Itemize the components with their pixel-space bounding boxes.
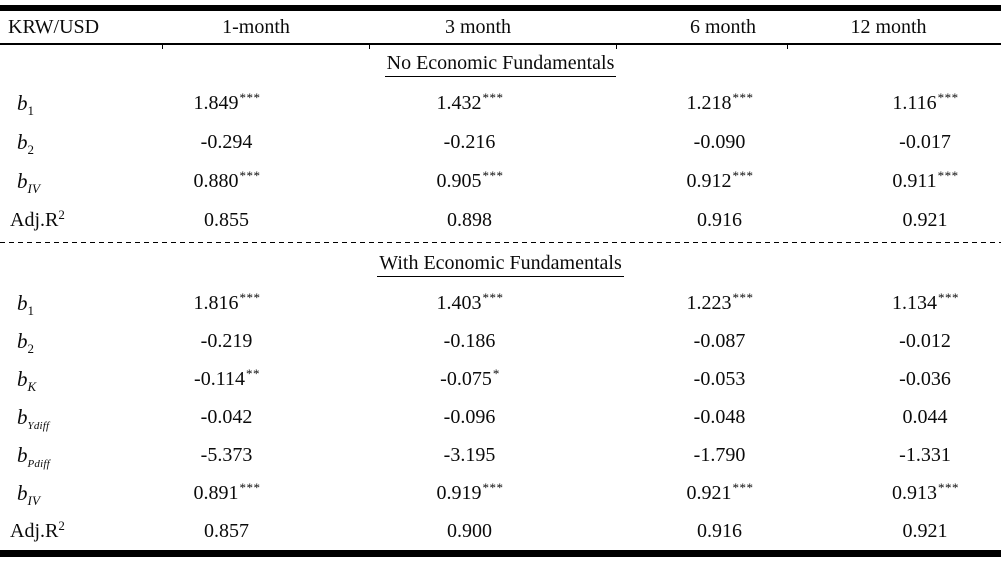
section-no-fundamentals: b1 1.849*** 1.432*** 1.218*** 1.116*** b… xyxy=(0,84,1001,240)
value-cell: 0.891*** xyxy=(193,479,261,504)
value-cell: 0.921 xyxy=(902,519,948,542)
row-label-b2: b2 xyxy=(17,130,35,157)
value-cell: -0.017 xyxy=(899,131,951,153)
value-cell: 1.116*** xyxy=(892,90,959,114)
value-cell: 1.816*** xyxy=(193,289,261,314)
column-divider-tick xyxy=(369,45,370,49)
value-cell: 1.849*** xyxy=(193,90,261,114)
table-row: b1 1.816*** 1.403*** 1.223*** 1.134*** xyxy=(0,284,1001,322)
column-header-3month: 3 month xyxy=(444,15,512,38)
column-header-12month: 12 month xyxy=(850,15,927,38)
table-row: bK -0.114** -0.075* -0.053 -0.036 xyxy=(0,360,1001,398)
table-row: bPdiff -5.373 -3.195 -1.790 -1.331 xyxy=(0,436,1001,474)
value-cell: -0.012 xyxy=(899,329,951,352)
value-cell: 0.921*** xyxy=(686,479,754,504)
section-title: With Economic Fundamentals xyxy=(377,252,624,277)
value-cell: 0.857 xyxy=(204,519,249,542)
table-row: Adj.R2 0.857 0.900 0.916 0.921 xyxy=(0,512,1001,550)
value-cell: -0.087 xyxy=(693,329,746,352)
column-header-6month: 6 month xyxy=(689,15,757,38)
value-cell: -0.075* xyxy=(440,365,500,390)
value-cell: 0.919*** xyxy=(436,479,504,504)
value-cell: -0.186 xyxy=(443,329,496,352)
table-header-row: KRW/USD 1-month 3 month 6 month 12 month xyxy=(0,11,1001,45)
value-cell: 1.223*** xyxy=(686,289,754,314)
section-heading-no-fundamentals: No Economic Fundamentals xyxy=(0,45,1001,84)
table-bottom-rule xyxy=(0,550,1001,557)
value-cell: -3.195 xyxy=(443,443,496,466)
value-cell: 0.044 xyxy=(902,405,948,428)
value-cell: -0.216 xyxy=(443,131,496,153)
row-label-bPdiff: bPdiff xyxy=(17,442,50,470)
value-cell: -0.036 xyxy=(899,367,951,390)
value-cell: -0.114** xyxy=(194,365,260,390)
corner-label: KRW/USD xyxy=(8,15,100,38)
column-divider-tick xyxy=(162,45,163,49)
row-label-bYdiff: bYdiff xyxy=(17,404,50,432)
value-cell: -0.096 xyxy=(443,405,496,428)
value-cell: 0.921 xyxy=(902,209,948,231)
value-cell: 0.900 xyxy=(447,519,492,542)
value-cell: -0.042 xyxy=(200,405,253,428)
row-label-adj-r2: Adj.R2 xyxy=(10,207,65,231)
table-row: bYdiff -0.042 -0.096 -0.048 0.044 xyxy=(0,398,1001,436)
value-cell: 0.916 xyxy=(697,519,742,542)
value-cell: -0.294 xyxy=(200,131,253,153)
value-cell: 0.916 xyxy=(697,209,742,231)
table-row: bIV 0.891*** 0.919*** 0.921*** 0.913*** xyxy=(0,474,1001,512)
column-header-1month: 1-month xyxy=(222,15,290,38)
value-cell: 0.911*** xyxy=(892,168,959,192)
row-label-bIV: bIV xyxy=(17,480,41,508)
value-cell: -1.331 xyxy=(899,443,951,466)
column-divider-tick xyxy=(616,45,617,49)
value-cell: 1.403*** xyxy=(436,289,504,314)
value-cell: 0.855 xyxy=(204,209,249,231)
value-cell: 0.898 xyxy=(447,209,492,231)
value-cell: -0.219 xyxy=(200,329,253,352)
table-row: b2 -0.219 -0.186 -0.087 -0.012 xyxy=(0,322,1001,360)
value-cell: 0.912*** xyxy=(686,168,754,192)
value-cell: 0.880*** xyxy=(193,168,261,192)
row-label-bK: bK xyxy=(17,366,37,394)
row-label-adj-r2: Adj.R2 xyxy=(10,517,65,542)
table-row: b1 1.849*** 1.432*** 1.218*** 1.116*** xyxy=(0,84,1001,123)
value-cell: 1.432*** xyxy=(436,90,504,114)
table-row: b2 -0.294 -0.216 -0.090 -0.017 xyxy=(0,123,1001,162)
value-cell: 0.913*** xyxy=(892,479,959,504)
value-cell: -5.373 xyxy=(200,443,253,466)
row-label-bIV: bIV xyxy=(17,169,41,196)
section-divider-dashed xyxy=(0,242,1001,243)
value-cell: 1.218*** xyxy=(686,90,754,114)
section-title: No Economic Fundamentals xyxy=(384,52,617,77)
row-label-b1: b1 xyxy=(17,290,35,318)
section-with-fundamentals: b1 1.816*** 1.403*** 1.223*** 1.134*** b… xyxy=(0,284,1001,550)
table-row: bIV 0.880*** 0.905*** 0.912*** 0.911*** xyxy=(0,162,1001,201)
value-cell: -1.790 xyxy=(693,443,746,466)
row-label-b2: b2 xyxy=(17,328,35,356)
table-top-rule xyxy=(0,5,1001,11)
value-cell: 0.905*** xyxy=(436,168,504,192)
column-divider-tick xyxy=(787,45,788,49)
value-cell: -0.090 xyxy=(693,131,746,153)
section-heading-with-fundamentals: With Economic Fundamentals xyxy=(0,245,1001,284)
row-label-b1: b1 xyxy=(17,91,35,118)
value-cell: -0.048 xyxy=(693,405,746,428)
value-cell: -0.053 xyxy=(693,367,746,390)
value-cell: 1.134*** xyxy=(892,289,959,314)
table-row: Adj.R2 0.855 0.898 0.916 0.921 xyxy=(0,201,1001,240)
